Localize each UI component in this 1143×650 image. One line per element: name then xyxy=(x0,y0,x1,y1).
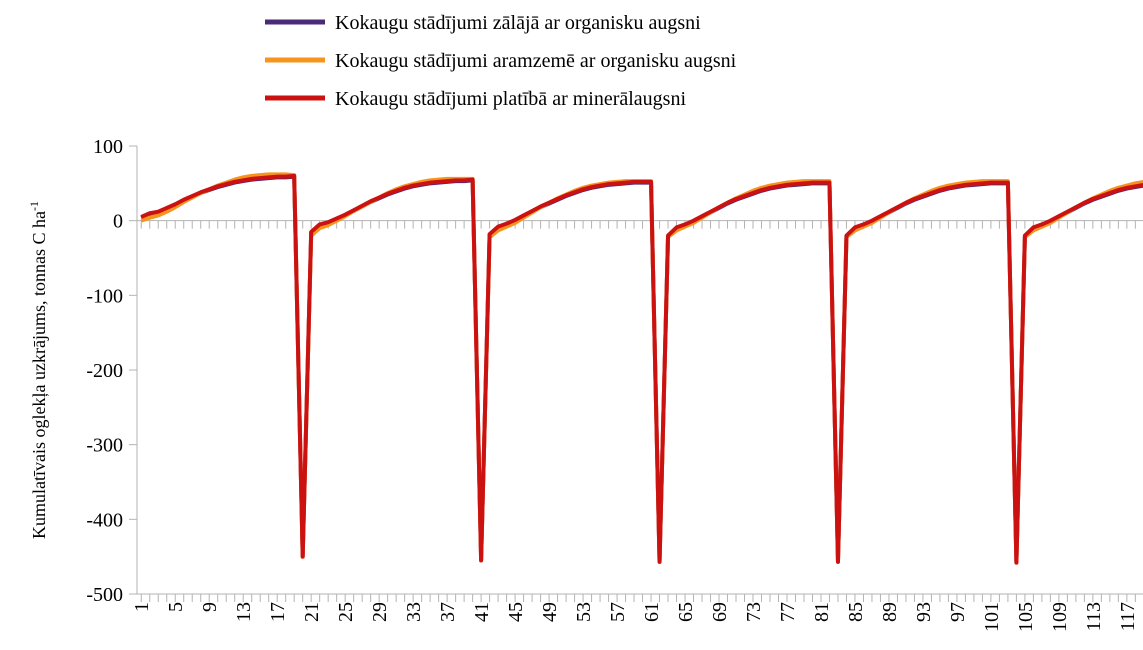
y-tick-label: -100 xyxy=(86,285,123,307)
y-axis-label: Kumulatīvais oglekļa uzkrājums, tonnas C… xyxy=(27,201,49,539)
x-tick-label: 69 xyxy=(709,602,731,622)
y-tick-label: 100 xyxy=(93,136,123,158)
y-tick-label: -500 xyxy=(86,584,123,606)
x-tick-label: 5 xyxy=(165,602,187,612)
x-tick-label: 61 xyxy=(641,602,663,622)
y-axis-label-text: Kumulatīvais oglekļa uzkrājums, tonnas C… xyxy=(29,211,49,539)
legend-label: Kokaugu stādījumi platībā ar minerālaugs… xyxy=(335,88,686,110)
x-tick-label: 113 xyxy=(1083,602,1105,631)
x-tick-label: 33 xyxy=(403,602,425,622)
x-tick-label: 21 xyxy=(301,602,323,622)
x-tick-label: 1 xyxy=(131,602,153,612)
y-axis-label-sup: -1 xyxy=(27,201,41,211)
x-tick-label: 73 xyxy=(743,602,765,622)
x-tick-label: 49 xyxy=(539,602,561,622)
series-line xyxy=(140,174,1143,564)
y-tick-label: -400 xyxy=(86,509,123,531)
legend-label: Kokaugu stādījumi aramzemē ar organisku … xyxy=(335,50,737,72)
x-tick-label: 97 xyxy=(947,602,969,622)
x-tick-label: 13 xyxy=(233,602,255,622)
x-tick-label: 37 xyxy=(437,602,459,622)
x-tick-label: 29 xyxy=(369,602,391,622)
x-tick-label: 57 xyxy=(607,602,629,622)
x-tick-label: 117 xyxy=(1117,602,1139,631)
x-tick-label: 45 xyxy=(505,602,527,622)
x-tick-label: 9 xyxy=(199,602,221,612)
x-tick-label: 25 xyxy=(335,602,357,622)
x-tick-label: 53 xyxy=(573,602,595,622)
y-tick-label: -300 xyxy=(86,435,123,457)
y-tick-label: 0 xyxy=(113,211,123,233)
x-tick-label: 17 xyxy=(267,602,289,622)
series-line xyxy=(140,173,1143,565)
x-tick-label: 105 xyxy=(1015,602,1037,632)
x-tick-label: 41 xyxy=(471,602,493,622)
x-tick-label: 109 xyxy=(1049,602,1071,632)
x-tick-label: 77 xyxy=(777,602,799,622)
x-tick-label: 89 xyxy=(879,602,901,622)
x-tick-label: 85 xyxy=(845,602,867,622)
series-line xyxy=(140,172,1143,565)
legend-label: Kokaugu stādījumi zālājā ar organisku au… xyxy=(335,12,701,34)
x-tick-label: 81 xyxy=(811,602,833,622)
x-tick-label: 65 xyxy=(675,602,697,622)
y-tick-label: -200 xyxy=(86,360,123,382)
x-tick-label: 93 xyxy=(913,602,935,622)
x-tick-label: 101 xyxy=(981,602,1003,632)
